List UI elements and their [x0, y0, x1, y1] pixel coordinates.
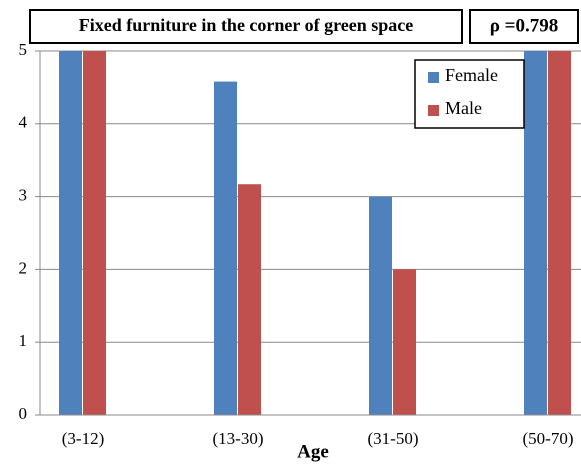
y-tick-label: 4 — [19, 113, 28, 132]
legend-label: Male — [445, 98, 482, 118]
bar — [369, 196, 392, 415]
bar — [524, 51, 547, 415]
x-tick-label: (50-70) — [523, 429, 574, 448]
y-tick-label: 3 — [19, 186, 28, 205]
legend-box — [414, 59, 525, 129]
chart-title: Fixed furniture in the corner of green s… — [79, 15, 413, 35]
bar — [214, 81, 237, 416]
y-tick-label: 1 — [19, 331, 28, 350]
x-axis-label: Age — [297, 441, 329, 462]
x-tick-label: (31-50) — [368, 429, 419, 448]
bar — [393, 269, 416, 415]
legend-swatch — [428, 105, 439, 116]
bar — [548, 51, 571, 415]
legend-label: Female — [445, 65, 498, 85]
x-tick-label: (3-12) — [62, 429, 104, 448]
annotation: ρ =0.798 — [490, 15, 559, 36]
annotation-box — [469, 9, 579, 44]
bar — [238, 184, 261, 415]
x-tick-label: (13-30) — [213, 429, 264, 448]
legend-swatch — [428, 72, 439, 83]
y-tick-label: 2 — [19, 258, 28, 277]
bar — [83, 51, 106, 415]
bar — [59, 51, 82, 415]
title-box — [29, 9, 463, 44]
y-tick-label: 5 — [19, 40, 28, 59]
y-tick-label: 0 — [19, 404, 28, 423]
